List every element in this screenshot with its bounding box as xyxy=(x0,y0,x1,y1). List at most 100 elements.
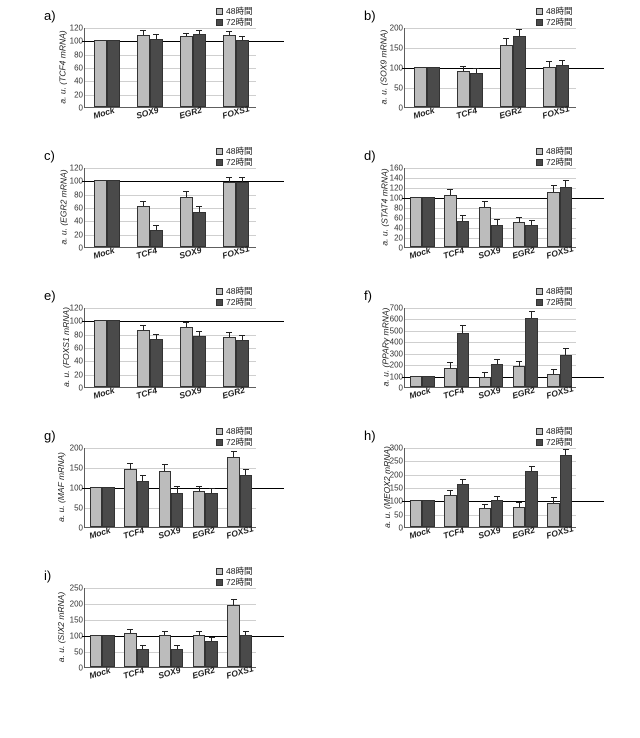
category-label: SOX9 xyxy=(178,385,203,401)
error-cap xyxy=(140,201,146,202)
category-label: Mock xyxy=(408,385,432,401)
error-whisker xyxy=(476,69,477,73)
grid-line xyxy=(405,331,576,332)
ytick-label: 50 xyxy=(74,648,85,657)
bar-72h xyxy=(150,39,163,107)
error-whisker xyxy=(565,181,566,187)
ytick-label: 50 xyxy=(74,504,85,513)
bar-48h xyxy=(410,197,422,247)
legend-item-48h: 48時間 xyxy=(536,286,572,297)
error-cap xyxy=(494,219,500,220)
ytick-label: 20 xyxy=(74,90,85,99)
grid-line xyxy=(405,178,576,179)
bar-48h xyxy=(479,377,491,387)
error-whisker xyxy=(233,452,234,457)
bar-72h xyxy=(137,649,149,667)
bar-48h xyxy=(124,633,136,667)
error-cap xyxy=(153,34,159,35)
error-whisker xyxy=(156,35,157,39)
bar-72h xyxy=(457,221,469,247)
bar-48h xyxy=(444,368,456,387)
error-cap xyxy=(127,629,133,630)
grid-line xyxy=(85,308,256,309)
error-cap xyxy=(563,180,569,181)
legend-swatch-48h xyxy=(536,288,543,295)
legend-label-72h: 72時間 xyxy=(546,437,572,448)
ytick-label: 300 xyxy=(390,444,405,453)
error-cap xyxy=(516,502,522,503)
error-cap xyxy=(551,185,557,186)
ytick-label: 80 xyxy=(74,190,85,199)
error-cap xyxy=(239,177,245,178)
ytick-label: 50 xyxy=(394,84,405,93)
legend-label-72h: 72時間 xyxy=(226,297,252,308)
bar-72h xyxy=(491,364,503,387)
ytick-label: 80 xyxy=(394,204,405,213)
bar-48h xyxy=(547,503,559,527)
grid-line xyxy=(405,319,576,320)
chart-b: 050100150200MockTCF4EGR2FOXS1 xyxy=(404,28,576,108)
y-axis-label: a. u. (SOX9 mRNA) xyxy=(378,30,388,105)
category-label: EGR2 xyxy=(178,105,203,121)
bar-72h xyxy=(193,336,206,387)
bar-48h xyxy=(193,635,205,667)
bar-72h xyxy=(107,180,120,247)
bar-48h xyxy=(94,320,107,387)
bar-48h xyxy=(513,222,525,247)
y-axis-label: a. u. (PPARγ mRNA) xyxy=(380,308,390,387)
legend-swatch-72h xyxy=(536,19,543,26)
ytick-label: 120 xyxy=(390,184,405,193)
error-whisker xyxy=(130,464,131,469)
grid-line xyxy=(405,475,576,476)
category-label: EGR2 xyxy=(498,105,523,121)
ytick-label: 250 xyxy=(70,584,85,593)
bar-48h xyxy=(414,67,427,107)
legend-label-72h: 72時間 xyxy=(546,17,572,28)
ytick-label: 150 xyxy=(390,484,405,493)
grid-line xyxy=(85,448,256,449)
bar-72h xyxy=(107,320,120,387)
error-whisker xyxy=(142,476,143,481)
category-label: TCF4 xyxy=(122,665,145,680)
error-cap xyxy=(516,217,522,218)
bar-48h xyxy=(500,45,513,107)
panel-label-i: i) xyxy=(44,568,51,583)
bar-72h xyxy=(525,318,537,387)
ytick-label: 80 xyxy=(74,50,85,59)
legend-label-72h: 72時間 xyxy=(546,297,572,308)
category-label: EGR2 xyxy=(191,525,216,541)
ytick-label: 400 xyxy=(390,338,405,347)
bar-72h xyxy=(525,225,537,248)
error-whisker xyxy=(164,632,165,635)
bar-72h xyxy=(560,455,572,527)
error-cap xyxy=(447,189,453,190)
category-label: TCF4 xyxy=(442,525,465,540)
error-whisker xyxy=(553,498,554,503)
bar-72h xyxy=(470,73,483,107)
bar-72h xyxy=(427,67,440,107)
error-cap xyxy=(529,220,535,221)
error-cap xyxy=(559,60,565,61)
legend-item-72h: 72時間 xyxy=(536,297,572,308)
ytick-label: 60 xyxy=(74,344,85,353)
bar-72h xyxy=(422,500,434,527)
legend-swatch-48h xyxy=(536,148,543,155)
bar-48h xyxy=(547,192,559,247)
error-cap xyxy=(503,38,509,39)
category-label: SOX9 xyxy=(178,245,203,261)
category-label: Mock xyxy=(408,245,432,261)
legend-label-72h: 72時間 xyxy=(226,437,252,448)
legend-item-72h: 72時間 xyxy=(216,297,252,308)
category-label: Mock xyxy=(92,385,116,401)
error-whisker xyxy=(562,61,563,65)
bar-48h xyxy=(159,635,171,667)
error-cap xyxy=(226,177,232,178)
error-whisker xyxy=(553,370,554,375)
error-whisker xyxy=(130,630,131,633)
error-whisker xyxy=(450,190,451,195)
ytick-label: 120 xyxy=(70,304,85,313)
plot-area: 050100150200250300MockTCF4SOX9EGR2FOXS1 xyxy=(404,448,576,528)
plot-area: 0100200300400500600700MockTCF4SOX9EGR2FO… xyxy=(404,308,576,388)
legend-item-48h: 48時間 xyxy=(536,426,572,437)
error-whisker xyxy=(211,489,212,493)
